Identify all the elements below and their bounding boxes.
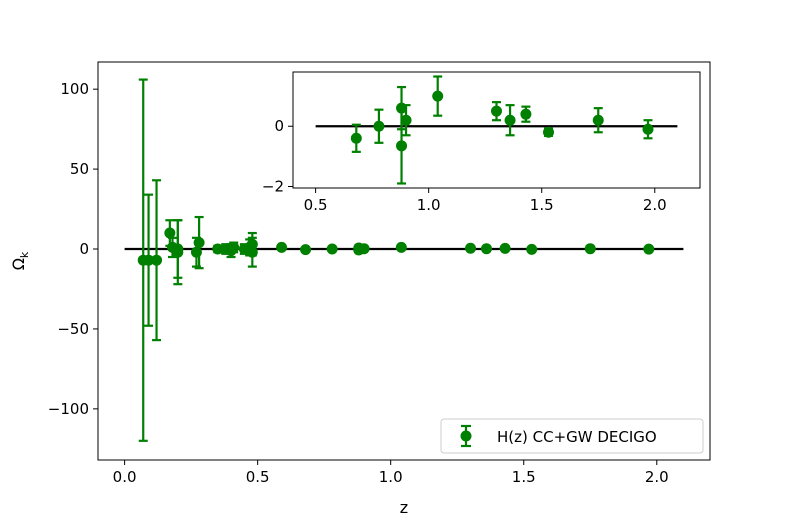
main-data-point (172, 219, 184, 279)
main-data-point (499, 242, 511, 254)
main-data-point (164, 219, 176, 247)
main-data-point (276, 241, 288, 253)
main-y-tick-label: −50 (57, 320, 89, 338)
main-marker (326, 243, 338, 255)
main-marker (246, 238, 258, 250)
main-x-ticks: 0.0 0.5 1.0 1.5 2.0 (113, 460, 669, 486)
inset-x-tick-label: 0.5 (304, 196, 328, 214)
inset-data-point (642, 119, 654, 140)
main-data-point (193, 215, 205, 270)
inset-data-point (520, 105, 532, 123)
inset-marker (400, 114, 412, 126)
inset-data-point (400, 104, 412, 137)
main-y-ticks: −100 −50 0 50 100 (48, 80, 98, 418)
legend-frame (440, 418, 704, 454)
inset-data-point (504, 104, 516, 137)
main-marker (193, 237, 205, 249)
legend-marker (460, 424, 472, 448)
legend: H(z) CC+GW DECIGO (440, 418, 704, 454)
inset-x-ticks: 0.5 1.0 1.5 2.0 (304, 188, 667, 214)
inset-y-ticks: −2 0 (262, 117, 293, 195)
inset-marker (373, 120, 385, 132)
main-marker (395, 241, 407, 253)
inset-plot: 0.5 1.0 1.5 2.0 −2 0 (262, 71, 701, 214)
main-y-tick-label: 100 (60, 80, 89, 98)
inset-data-point (350, 123, 362, 153)
main-data-point (480, 243, 492, 255)
inset-marker (592, 114, 604, 126)
inset-marker (543, 126, 555, 138)
inset-marker (520, 108, 532, 120)
main-data-point (228, 241, 240, 254)
x-axis-label: z (400, 498, 408, 517)
y-axis-label-main: Ω (9, 258, 28, 270)
main-x-tick-label: 2.0 (645, 468, 669, 486)
y-axis-label-subscript: k (18, 251, 31, 258)
main-marker (643, 243, 655, 255)
inset-data-layer (315, 75, 678, 185)
main-data-point (151, 179, 163, 342)
inset-data-point (543, 126, 555, 138)
main-marker (190, 246, 202, 258)
inset-plot-frame (292, 71, 701, 189)
main-data-point (246, 231, 258, 257)
inset-data-point (373, 108, 385, 144)
inset-marker (350, 132, 362, 144)
main-x-tick-label: 1.0 (379, 468, 403, 486)
main-marker (276, 241, 288, 253)
main-data-point (643, 243, 655, 255)
main-marker (143, 254, 155, 266)
main-y-tick-label: 50 (70, 160, 89, 178)
y-axis-label: Ωk (9, 251, 31, 270)
inset-data-point (396, 107, 408, 185)
inset-x-tick-label: 1.0 (417, 196, 441, 214)
main-data-point (358, 243, 370, 255)
main-data-layer (124, 78, 684, 442)
main-marker (164, 227, 176, 239)
main-data-point (300, 244, 312, 256)
inset-data-point (592, 107, 604, 134)
main-data-point (465, 242, 477, 254)
main-data-point (143, 193, 155, 327)
main-marker (465, 242, 477, 254)
inset-marker (504, 114, 516, 126)
main-marker (228, 241, 240, 253)
inset-background (293, 72, 700, 188)
main-marker (499, 242, 511, 254)
main-y-tick-label: 0 (79, 240, 89, 258)
inset-marker (642, 123, 654, 135)
main-marker (480, 243, 492, 255)
main-data-point (395, 241, 407, 253)
main-data-point (584, 243, 596, 255)
main-marker (151, 254, 163, 266)
inset-data-point (491, 101, 502, 122)
main-marker (300, 244, 312, 256)
inset-x-tick-label: 1.5 (530, 196, 554, 214)
main-plot-frame (97, 61, 711, 461)
inset-marker (432, 90, 444, 102)
main-x-tick-label: 0.5 (246, 468, 270, 486)
main-marker (172, 243, 184, 255)
inset-data-point (432, 75, 444, 117)
inset-marker (491, 105, 502, 117)
main-marker (358, 243, 370, 255)
main-data-point (212, 243, 224, 255)
inset-marker (396, 140, 408, 152)
legend-label: H(z) CC+GW DECIGO (497, 428, 657, 446)
main-plot: 0.0 0.5 1.0 1.5 2.0 −100 −50 0 50 100 z Ωk (9, 61, 711, 517)
inset-x-tick-label: 2.0 (643, 196, 667, 214)
main-data-point (526, 243, 538, 255)
main-marker (526, 243, 538, 255)
main-marker (212, 243, 224, 255)
inset-y-tick-label: −2 (262, 177, 284, 195)
main-x-tick-label: 1.5 (512, 468, 536, 486)
main-marker (584, 243, 596, 255)
main-y-tick-label: −100 (48, 400, 89, 418)
main-data-point (326, 243, 338, 255)
main-x-tick-label: 0.0 (113, 468, 137, 486)
inset-y-tick-label: 0 (274, 117, 284, 135)
